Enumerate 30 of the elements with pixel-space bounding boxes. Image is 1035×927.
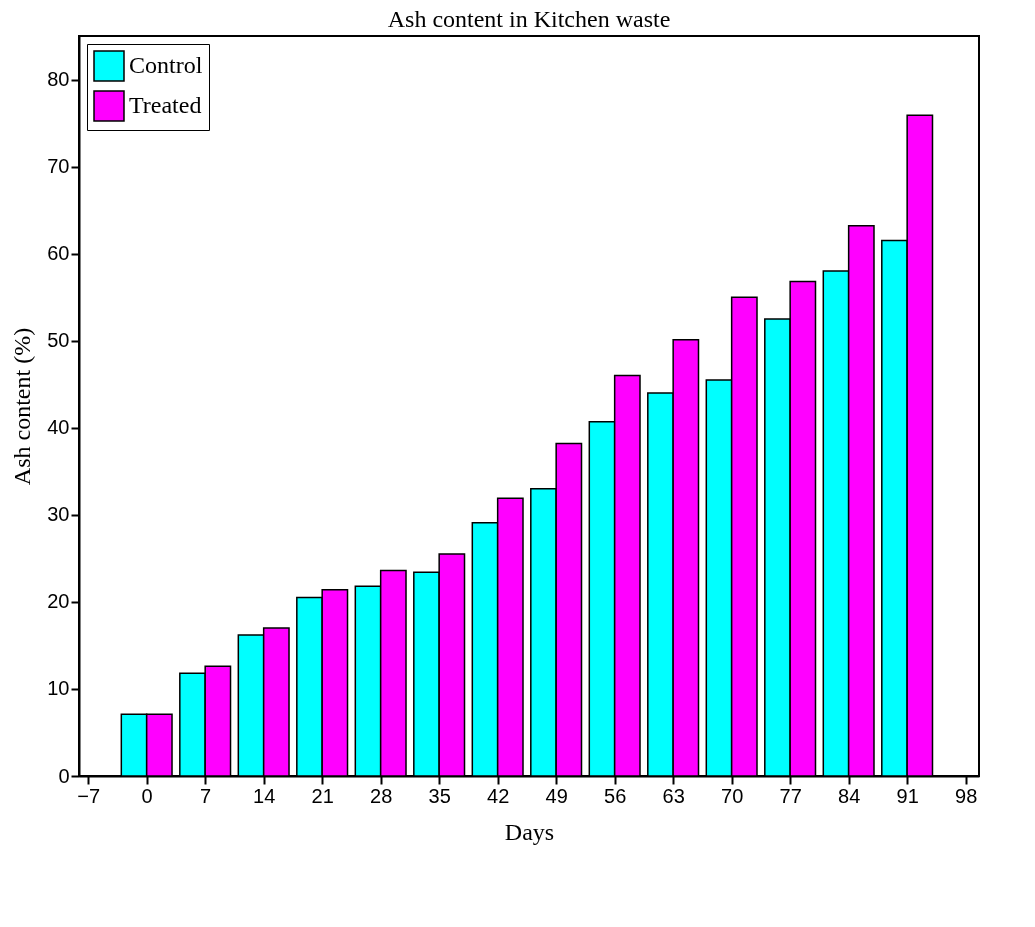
x-tick-label: 56	[604, 784, 627, 807]
y-tick-label: 50	[47, 329, 70, 352]
y-tick-label: 0	[58, 764, 70, 787]
x-tick-label: 21	[311, 784, 334, 807]
y-tick-label: 80	[47, 68, 70, 91]
x-tick-label: 91	[896, 784, 919, 807]
y-tick-label: 40	[47, 416, 70, 439]
y-tick-label: 70	[47, 155, 70, 178]
x-tick-label: −7	[77, 784, 101, 807]
x-tick-label: 63	[662, 784, 685, 807]
legend-label: Treated	[129, 92, 202, 118]
y-tick-label: 20	[47, 590, 70, 613]
x-tick-label: 42	[487, 784, 510, 807]
x-tick-label: 7	[200, 784, 212, 807]
x-tick-label: 0	[141, 784, 153, 807]
x-tick-label: 84	[838, 784, 861, 807]
x-tick-label: 35	[428, 784, 451, 807]
x-tick-label: 49	[545, 784, 568, 807]
y-tick-label: 60	[47, 242, 70, 265]
x-tick-label: 14	[253, 784, 276, 807]
x-tick-label: 28	[370, 784, 393, 807]
x-tick-label: 77	[779, 784, 802, 807]
y-tick-label: 10	[47, 677, 70, 700]
x-axis-title: Days	[504, 818, 555, 845]
legend-label: Control	[129, 52, 203, 78]
chart-title: Ash content in Kitchen waste	[387, 6, 671, 32]
x-tick-label: 98	[955, 784, 978, 807]
y-tick-label: 30	[47, 503, 70, 526]
y-axis-title: Ash content (%)	[9, 327, 36, 486]
x-tick-label: 70	[721, 784, 744, 807]
